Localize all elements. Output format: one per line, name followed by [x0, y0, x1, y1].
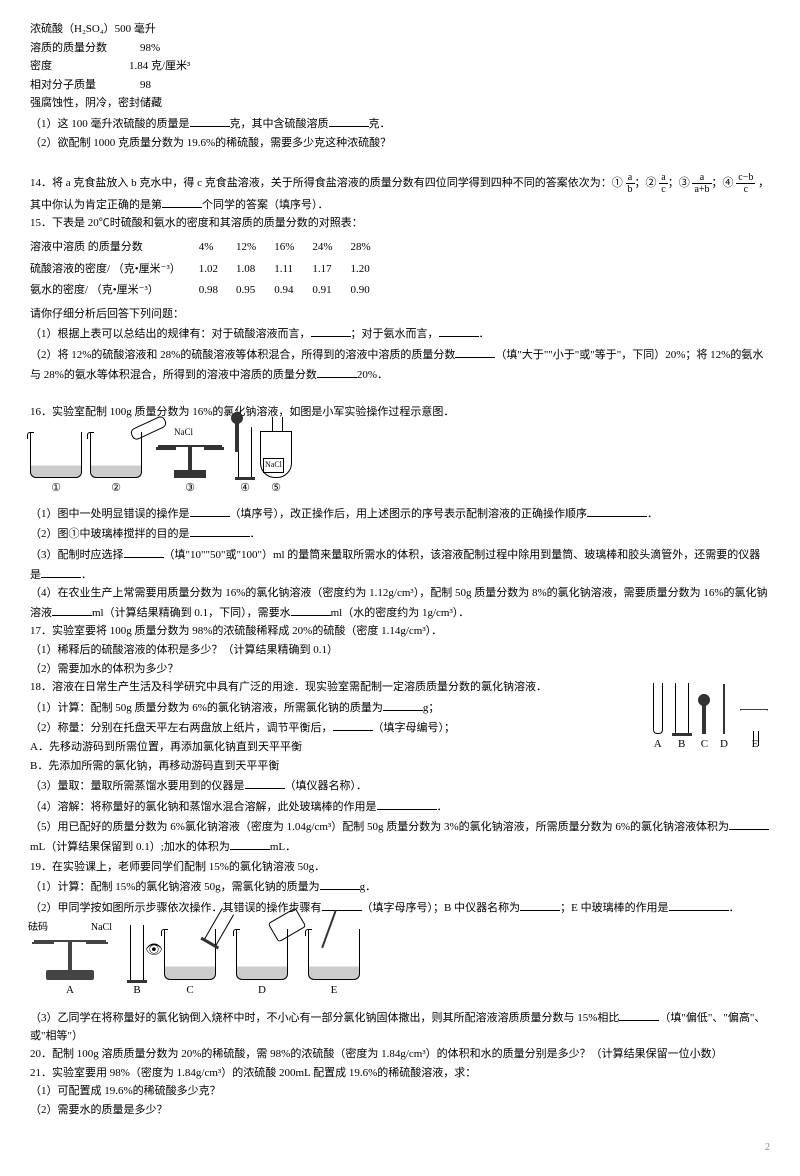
q15: 15．下表是 20℃时硫酸和氨水的密度和其溶质的质量分数的对照表：: [30, 215, 770, 233]
text: （3）量取：量取所需蒸馏水要用到的仪器是（填仪器名称）．: [30, 776, 770, 796]
q16-figures: ① ② NaCl③ ④ NaCl⑤: [30, 427, 770, 498]
text: （1）这 100 毫升浓硫酸的质量是克，其中含硫酸溶质克．: [30, 114, 770, 134]
text: （1）计算：配制 15%的氯化钠溶液 50g，需氯化钠的质量为g．: [30, 877, 770, 897]
text: （2）欲配制 1000 克质量分数为 19.6%的稀硫酸，需要多少克这种浓硫酸？: [30, 135, 770, 153]
text: 浓硫酸（H₂SO₄）500 毫升: [30, 21, 770, 39]
text: 溶质的质量分数 98%: [30, 40, 770, 58]
text: 相对分子质量 98: [30, 77, 770, 95]
text: （2）图①中玻璃棒搅拌的目的是．: [30, 524, 770, 544]
text: B．先添加所需的氯化钠，再移动游码直到天平平衡: [30, 758, 770, 776]
q18-tools: A B C D E: [653, 683, 770, 754]
text: （1）稀释后的硫酸溶液的体积是多少？（计算结果精确到 0.1）: [30, 642, 770, 660]
q20: 20．配制 100g 溶质质量分数为 20%的稀硫酸，需 98%的浓硫酸（密度为…: [30, 1046, 770, 1064]
q16: 16．实验室配制 100g 质量分数为 16%的氯化钠溶液，如图是小军实验操作过…: [30, 404, 770, 422]
text: （2）将 12%的硫酸溶液和 28%的硫酸溶液等体积混合，所得到的溶液中溶质的质…: [30, 345, 770, 384]
text: （2）需要水的质量是多少？: [30, 1102, 770, 1120]
text: （5）用已配好的质量分数为 6%氯化钠溶液（密度为 1.04g/cm³）配制 5…: [30, 817, 770, 856]
text: 请你仔细分析后回答下列问题：: [30, 306, 770, 324]
text: （4）在农业生产上常需要用质量分数为 16%的氯化钠溶液（密度约为 1.12g/…: [30, 585, 770, 622]
text: 密度 1.84 克/厘米³: [30, 58, 770, 76]
text: 强腐蚀性，阴冷，密封储藏: [30, 95, 770, 113]
text: （2）需要加水的体积为多少？: [30, 661, 770, 679]
text: （1）根据上表可以总结出的规律有：对于硫酸溶液而言，；对于氨水而言，．: [30, 324, 770, 344]
q15-table: 溶液中溶质 的质量分数4%12%16%24%28% 硫酸溶液的密度/ （克•厘米…: [30, 237, 389, 302]
text: （2）甲同学按如图所示步骤依次操作．其错误的操作步骤有（填字母序号）；B 中仪器…: [30, 898, 770, 918]
q14: 14．将 a 克食盐放入 b 克水中，得 c 克食盐溶液，关于所得食盐溶液的质量…: [30, 172, 770, 215]
q19: 19．在实验课上，老师要同学们配制 15%的氯化钠溶液 50g．: [30, 859, 770, 877]
text: （1）图中一处明显错误的操作是（填序号），改正操作后，用上述图示的序号表示配制溶…: [30, 504, 770, 524]
text: （3）配制时应选择（填"10""50"或"100"）ml 的量筒来量取所需水的体…: [30, 545, 770, 584]
q19-figures: 砝码 NaCl A 👁B C D E: [30, 925, 770, 1000]
page-number: 2: [30, 1140, 770, 1156]
q17: 17．实验室要将 100g 质量分数为 98%的浓硫酸稀释成 20%的硫酸（密度…: [30, 623, 770, 641]
text: （3）乙同学在将称量好的氯化钠倒入烧杯中时，不小心有一部分氯化钠固体撒出，则其所…: [30, 1008, 770, 1045]
text: （1）可配置成 19.6%的稀硫酸多少克？: [30, 1083, 770, 1101]
q21: 21．实验室要用 98%（密度为 1.84g/cm³）的浓硫酸 200mL 配置…: [30, 1065, 770, 1083]
text: （4）溶解：将称量好的氯化钠和蒸馏水混合溶解，此处玻璃棒的作用是．: [30, 797, 770, 817]
